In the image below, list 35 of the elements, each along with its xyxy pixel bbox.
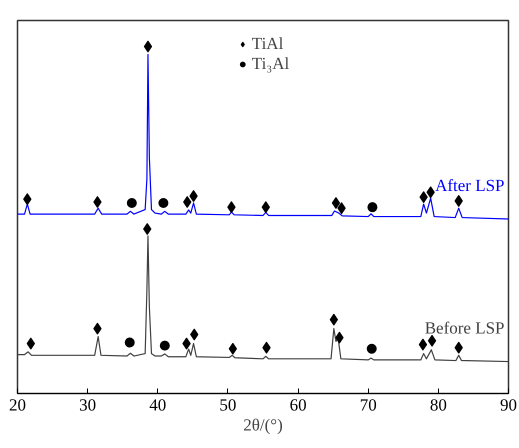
legend-label: Ti₃Al bbox=[252, 54, 290, 74]
point bbox=[227, 201, 236, 214]
legend-label: TiAl bbox=[252, 34, 284, 54]
point bbox=[93, 196, 102, 208]
x-axis-title: 2θ/(°) bbox=[243, 416, 283, 434]
series-label: After LSP bbox=[435, 176, 505, 195]
point bbox=[182, 338, 191, 350]
x-tick-label: 50 bbox=[219, 396, 236, 414]
point bbox=[335, 332, 344, 344]
point bbox=[93, 322, 102, 335]
point bbox=[419, 191, 428, 204]
point bbox=[144, 40, 152, 53]
point bbox=[428, 334, 436, 347]
point bbox=[228, 342, 238, 355]
x-tick-label: 60 bbox=[290, 396, 307, 414]
point bbox=[126, 198, 137, 208]
point bbox=[418, 338, 428, 351]
point bbox=[332, 197, 340, 210]
series-label: Before LSP bbox=[424, 318, 504, 338]
x-tick-label: 30 bbox=[79, 396, 96, 414]
point bbox=[330, 314, 338, 326]
point bbox=[366, 344, 377, 354]
x-tick-label: 20 bbox=[9, 396, 26, 414]
point bbox=[160, 340, 170, 351]
point bbox=[262, 342, 271, 354]
point bbox=[158, 198, 168, 208]
x-tick-label: 80 bbox=[430, 396, 447, 414]
point bbox=[189, 190, 198, 202]
point bbox=[367, 202, 378, 212]
point bbox=[124, 338, 135, 348]
point bbox=[426, 186, 435, 198]
x-tick-label: 70 bbox=[360, 396, 377, 414]
point bbox=[337, 202, 346, 214]
x-tick-label: 90 bbox=[500, 396, 517, 414]
x-tick-label: 40 bbox=[149, 396, 166, 414]
